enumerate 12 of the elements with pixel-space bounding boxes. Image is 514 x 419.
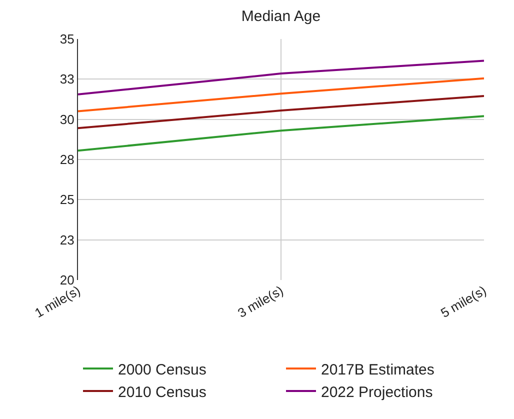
y-tick-label: 35: [60, 32, 74, 47]
legend-label: 2010 Census: [118, 384, 206, 401]
y-tick-label: 33: [60, 72, 74, 87]
legend-label: 2022 Projections: [321, 384, 433, 401]
y-tick-label: 28: [60, 152, 74, 168]
y-tick-label: 25: [60, 192, 74, 208]
y-tick-label: 30: [60, 112, 74, 127]
legend-label: 2017B Estimates: [321, 361, 434, 378]
y-tick-label: 23: [60, 232, 74, 248]
chart-title: Median Age: [241, 8, 321, 25]
legend-label: 2000 Census: [118, 361, 206, 378]
y-tick-label: 20: [60, 272, 74, 288]
